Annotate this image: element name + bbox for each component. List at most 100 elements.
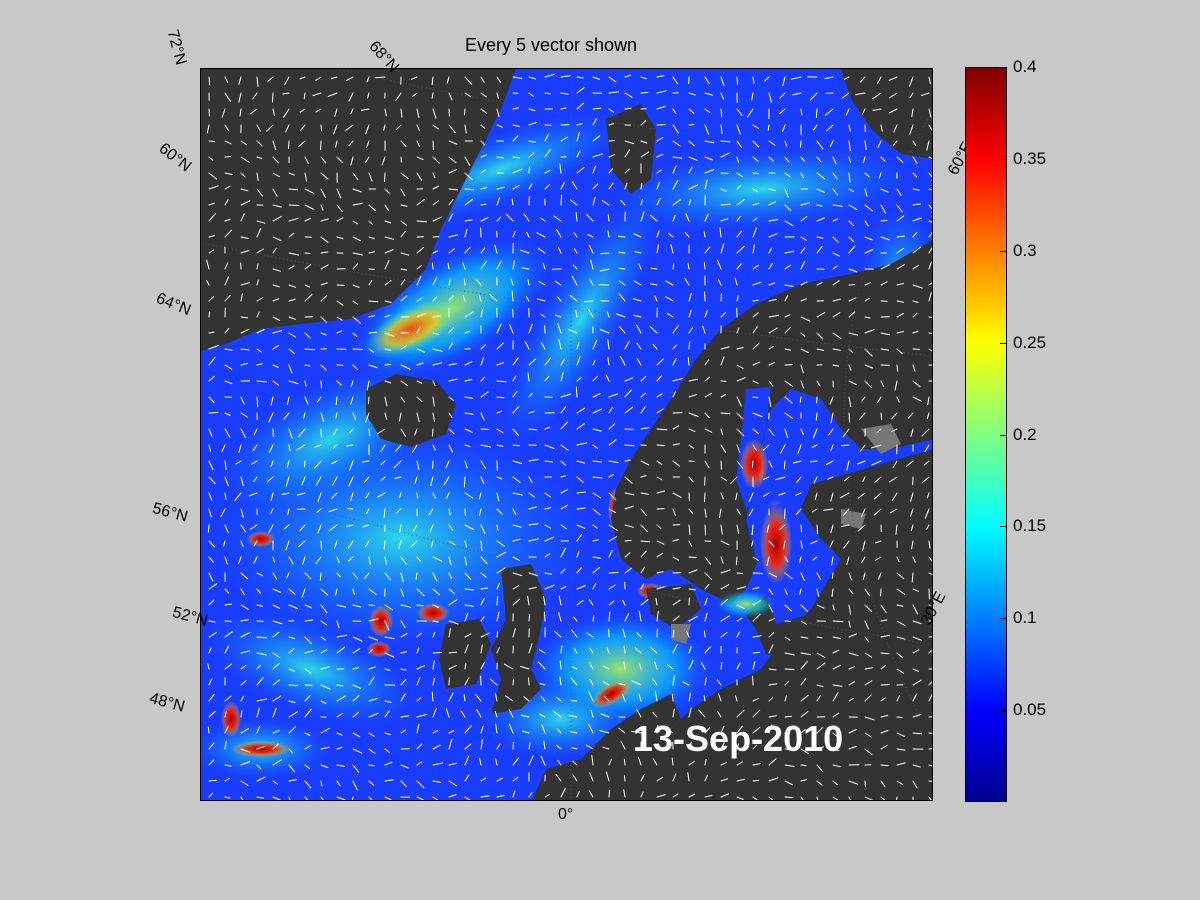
current-vector — [480, 108, 488, 114]
current-vector — [768, 247, 773, 254]
current-vector — [512, 124, 520, 127]
current-vector — [720, 152, 730, 158]
current-vector — [224, 695, 232, 702]
current-vector — [432, 185, 440, 190]
current-vector — [208, 492, 213, 501]
current-vector — [704, 794, 713, 798]
current-vector — [528, 742, 531, 750]
current-vector — [864, 329, 875, 334]
current-vector — [848, 348, 854, 354]
current-vector — [928, 188, 932, 191]
current-vector — [268, 524, 274, 533]
current-vector — [558, 247, 562, 254]
current-vector — [656, 776, 663, 782]
map-panel — [200, 68, 933, 801]
current-vector — [832, 712, 840, 718]
current-vector — [910, 428, 914, 437]
current-vector — [608, 508, 616, 514]
current-vector — [480, 587, 489, 590]
current-vector — [926, 412, 930, 420]
current-vector — [752, 227, 757, 238]
current-vector — [496, 260, 502, 270]
current-vector — [605, 374, 610, 382]
current-vector — [320, 649, 328, 654]
current-vector — [826, 460, 834, 465]
current-vector — [336, 316, 343, 321]
current-vector — [288, 204, 300, 206]
current-vector — [496, 794, 505, 798]
current-vector — [414, 428, 418, 436]
current-vector — [607, 214, 610, 222]
current-vector — [570, 199, 578, 206]
current-vector — [526, 232, 530, 238]
current-vector — [416, 588, 425, 597]
current-vector — [240, 796, 243, 800]
current-vector — [400, 729, 407, 734]
current-vector — [224, 276, 230, 286]
current-vector — [512, 776, 519, 782]
current-vector — [432, 729, 439, 734]
current-vector — [283, 108, 290, 118]
current-vector — [240, 572, 249, 580]
current-vector — [335, 588, 338, 596]
current-vector — [704, 92, 714, 96]
current-vector — [352, 604, 362, 608]
current-vector — [752, 244, 755, 254]
current-vector — [880, 219, 888, 222]
current-vector — [896, 620, 906, 627]
current-vector — [287, 508, 290, 516]
current-vector — [400, 604, 412, 608]
current-vector — [800, 796, 804, 800]
current-vector — [208, 428, 213, 437]
current-vector — [736, 725, 743, 734]
current-vector — [431, 428, 434, 437]
current-vector — [784, 796, 794, 799]
current-vector — [640, 392, 646, 398]
current-vector — [784, 604, 792, 612]
current-vector — [448, 780, 458, 787]
current-vector — [896, 556, 900, 563]
current-vector — [480, 357, 485, 366]
current-vector — [208, 331, 215, 334]
current-vector — [800, 540, 803, 549]
current-vector — [784, 680, 790, 686]
current-vector — [224, 645, 230, 654]
current-vector — [334, 108, 338, 117]
current-vector — [799, 588, 802, 595]
current-vector — [855, 92, 866, 96]
current-vector — [640, 427, 650, 430]
current-vector — [283, 412, 290, 420]
current-vector — [399, 524, 402, 533]
current-vector — [288, 232, 295, 238]
current-vector — [592, 196, 596, 206]
current-vector — [857, 492, 866, 499]
current-vector — [446, 76, 450, 84]
current-vector — [296, 492, 306, 496]
current-vector — [813, 476, 818, 484]
current-vector — [208, 583, 218, 590]
current-vector — [320, 124, 323, 132]
current-vector — [618, 325, 626, 334]
current-vector — [608, 439, 617, 446]
current-vector — [592, 524, 598, 529]
current-vector — [256, 76, 259, 87]
current-vector — [654, 691, 658, 702]
current-vector — [480, 169, 486, 174]
current-vector — [864, 380, 872, 389]
current-vector — [302, 556, 306, 565]
current-vector — [272, 268, 281, 272]
current-vector — [314, 460, 322, 469]
current-vector — [448, 326, 454, 334]
current-vector — [608, 168, 613, 174]
current-vector — [480, 124, 486, 129]
current-vector — [253, 540, 258, 547]
current-vector — [240, 680, 247, 686]
current-vector — [843, 76, 850, 80]
current-vector — [864, 588, 871, 597]
current-vector — [368, 764, 375, 767]
current-vector — [336, 796, 346, 800]
current-vector — [624, 540, 632, 542]
current-vector — [848, 620, 851, 628]
graticule — [201, 69, 932, 800]
current-vector — [688, 156, 698, 161]
